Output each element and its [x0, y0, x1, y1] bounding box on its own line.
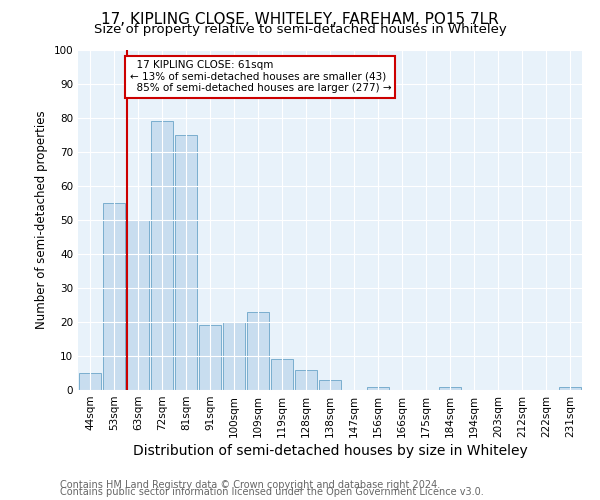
Bar	[295, 370, 317, 390]
Text: Contains HM Land Registry data © Crown copyright and database right 2024.: Contains HM Land Registry data © Crown c…	[60, 480, 440, 490]
Text: 17 KIPLING CLOSE: 61sqm
← 13% of semi-detached houses are smaller (43)
  85% of : 17 KIPLING CLOSE: 61sqm ← 13% of semi-de…	[130, 60, 391, 94]
Bar	[151, 122, 173, 390]
Y-axis label: Number of semi-detached properties: Number of semi-detached properties	[35, 110, 48, 330]
Bar	[127, 220, 149, 390]
Bar	[175, 135, 197, 390]
Bar	[271, 360, 293, 390]
Bar	[439, 386, 461, 390]
Text: 17, KIPLING CLOSE, WHITELEY, FAREHAM, PO15 7LR: 17, KIPLING CLOSE, WHITELEY, FAREHAM, PO…	[101, 12, 499, 28]
Bar	[199, 326, 221, 390]
Bar	[367, 386, 389, 390]
Text: Contains public sector information licensed under the Open Government Licence v3: Contains public sector information licen…	[60, 487, 484, 497]
X-axis label: Distribution of semi-detached houses by size in Whiteley: Distribution of semi-detached houses by …	[133, 444, 527, 458]
Text: Size of property relative to semi-detached houses in Whiteley: Size of property relative to semi-detach…	[94, 22, 506, 36]
Bar	[79, 373, 101, 390]
Bar	[247, 312, 269, 390]
Bar	[319, 380, 341, 390]
Bar	[103, 203, 125, 390]
Bar	[559, 386, 581, 390]
Bar	[223, 322, 245, 390]
